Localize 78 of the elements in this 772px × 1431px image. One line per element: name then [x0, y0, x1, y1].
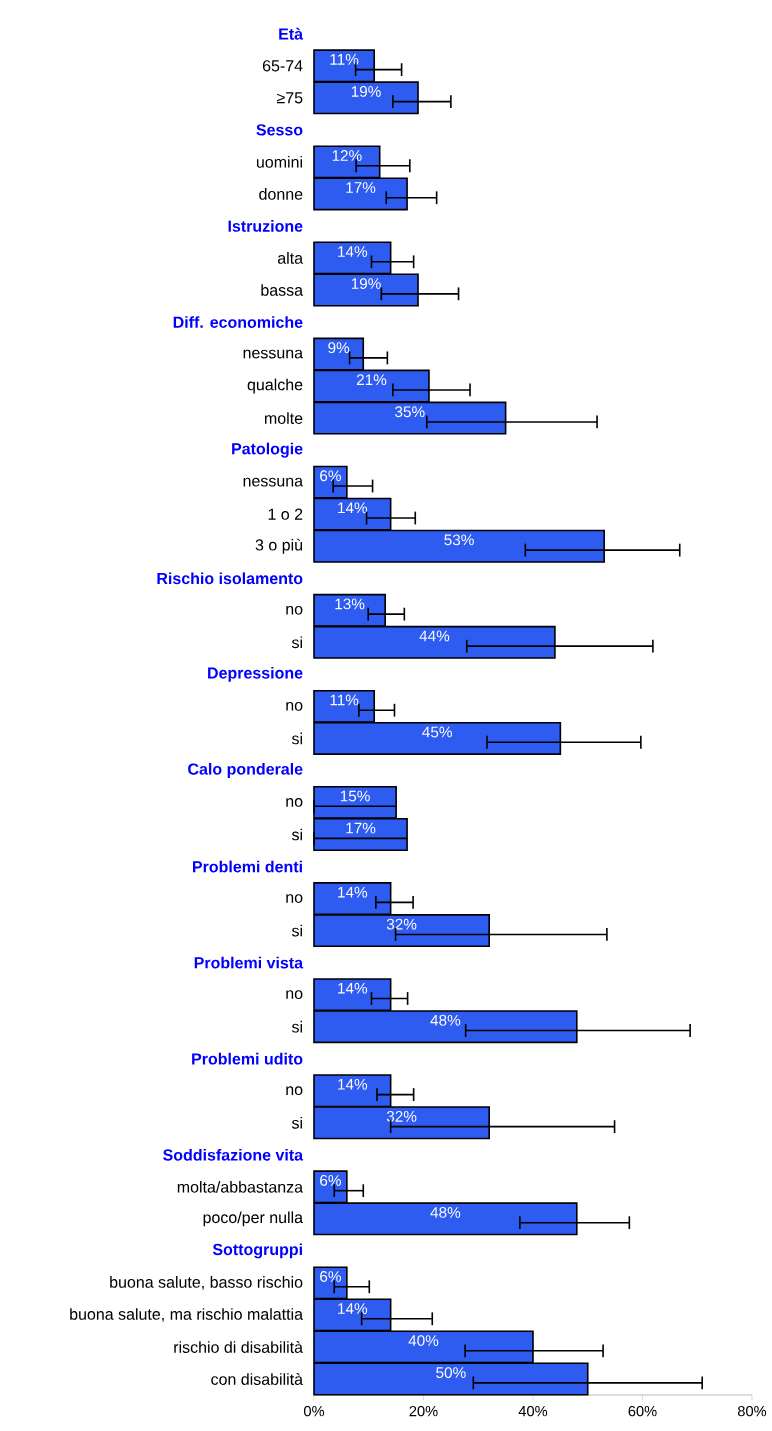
y-tick-label: Calo ponderale	[188, 762, 303, 778]
y-tick-label: nessuna	[243, 349, 304, 359]
y-tick-label: si	[291, 1116, 302, 1129]
x-tick-label: 20%	[409, 1405, 438, 1417]
y-tick-label: Soddisfazione vita	[163, 1148, 304, 1161]
data-label: 48%	[430, 1014, 461, 1026]
y-tick-label: no	[286, 894, 303, 903]
data-label: 35%	[395, 406, 425, 418]
y-tick-label: si	[291, 636, 302, 649]
y-tick-label: no	[286, 605, 303, 615]
data-label: 14%	[338, 1303, 368, 1314]
data-label: 15%	[340, 790, 370, 802]
y-tick-label: buona salute, ma rischio malattia	[70, 1308, 304, 1322]
y-tick-label: 1 o 2	[268, 508, 303, 520]
data-label: 32%	[386, 918, 417, 930]
y-tick-label: Problemi denti	[193, 860, 302, 873]
y-tick-label: Età	[279, 27, 304, 40]
y-tick-label: Problemi vista	[194, 956, 304, 969]
data-label: 13%	[335, 598, 365, 610]
y-tick-label: Patologie	[232, 442, 303, 458]
x-tick-label: 40%	[518, 1405, 548, 1417]
y-tick-label: uomini	[256, 156, 302, 168]
y-tick-label: 65-74	[262, 60, 303, 72]
y-tick-label: si	[291, 1020, 302, 1033]
data-label: 14%	[338, 246, 368, 257]
y-tick-label: Diff. economiche	[173, 316, 303, 328]
y-tick-label: alta	[277, 252, 304, 264]
y-tick-label: buona salute, basso rischio	[110, 1276, 303, 1290]
y-tick-label: con disabilità	[211, 1373, 304, 1385]
y-tick-label: no	[286, 1086, 303, 1096]
data-label: 12%	[332, 150, 362, 161]
y-tick-label: molta/abbastanza	[177, 1180, 304, 1193]
y-tick-label: molte	[265, 412, 303, 424]
data-label: 9%	[328, 342, 350, 354]
data-label: 32%	[386, 1110, 417, 1122]
data-label: 53%	[444, 534, 474, 546]
data-label: 14%	[338, 982, 368, 994]
y-tick-label: Depressione	[208, 666, 303, 682]
y-tick-label: no	[286, 990, 303, 1000]
y-tick-label: Problemi udito	[192, 1052, 303, 1065]
data-label: 19%	[351, 278, 381, 290]
x-tick-label: 60%	[628, 1405, 657, 1417]
y-tick-label: poco/per nulla	[203, 1211, 304, 1227]
data-label: 40%	[408, 1335, 439, 1346]
data-label: 45%	[422, 726, 452, 738]
x-tick-label: 80%	[737, 1405, 767, 1417]
data-label: 14%	[338, 886, 368, 898]
y-tick-label: bassa	[261, 284, 304, 296]
y-tick-label: no	[286, 798, 303, 807]
y-tick-label: Sottogruppi	[212, 1243, 302, 1259]
data-label: 19%	[351, 85, 381, 97]
y-tick-label: nessuna	[243, 477, 304, 487]
y-tick-label: donne	[259, 188, 303, 200]
data-label: 14%	[338, 1078, 368, 1090]
y-tick-label: rischio di disabilità	[174, 1341, 304, 1353]
y-tick-label: Rischio isolamento	[157, 572, 303, 585]
y-tick-label: Istruzione	[228, 220, 303, 232]
y-tick-label: si	[291, 828, 302, 841]
data-label: 11%	[330, 694, 359, 706]
y-tick-label: no	[286, 701, 303, 711]
data-label: 6%	[320, 1174, 341, 1186]
data-label: 6%	[320, 1271, 341, 1282]
data-label: 17%	[346, 822, 376, 834]
y-tick-label: qualche	[247, 378, 303, 394]
data-label: 6%	[320, 470, 341, 482]
y-tick-label: 3 o più	[255, 538, 303, 554]
y-tick-label: ≥75	[276, 92, 303, 104]
y-tick-label: si	[291, 732, 302, 745]
data-label: 11%	[330, 54, 359, 65]
y-tick-label: si	[291, 924, 302, 937]
data-label: 14%	[338, 502, 368, 514]
data-label: 48%	[430, 1207, 461, 1218]
data-label: 44%	[419, 630, 450, 642]
y-tick-label: Sesso	[256, 124, 303, 136]
data-label: 21%	[356, 374, 387, 386]
x-tick-label: 0%	[303, 1405, 325, 1417]
data-label: 50%	[436, 1367, 466, 1379]
data-label: 17%	[346, 182, 376, 193]
